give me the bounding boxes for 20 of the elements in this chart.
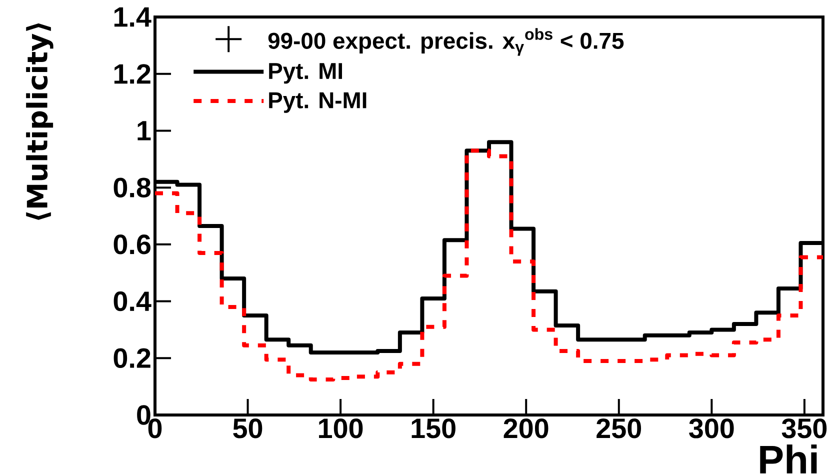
x-tick-label: 100 <box>319 418 363 438</box>
legend-label: 99-00 expect. precis. x$_{γ}$$^{obs}$ < 0.75 <box>268 28 624 56</box>
x-tick-label: 300 <box>689 418 734 438</box>
x-tick-label: 200 <box>504 418 548 438</box>
y-axis-title: ⟨Multiplicity⟩ <box>26 23 54 220</box>
y-tick-label: 0.2 <box>114 348 150 368</box>
y-tick-label: 0.8 <box>114 178 151 198</box>
y-tick-label: 1.2 <box>114 64 150 84</box>
x-tick-label: 150 <box>412 418 456 438</box>
x-tick-label: 250 <box>596 418 642 438</box>
legend-label: Pyt. MI <box>269 63 342 84</box>
y-tick-label: 0 <box>137 405 150 425</box>
x-tick-label: 50 <box>233 418 262 438</box>
legend-label: Pyt. N-MI <box>269 92 366 113</box>
x-axis-title: Phi <box>760 444 817 474</box>
x-tick-label: 350 <box>782 418 827 438</box>
y-tick-label: 0.4 <box>114 291 152 312</box>
y-tick-label: 1 <box>138 121 151 140</box>
y-tick-label: 1.4 <box>114 7 152 27</box>
y-tick-label: 0.6 <box>114 234 150 254</box>
